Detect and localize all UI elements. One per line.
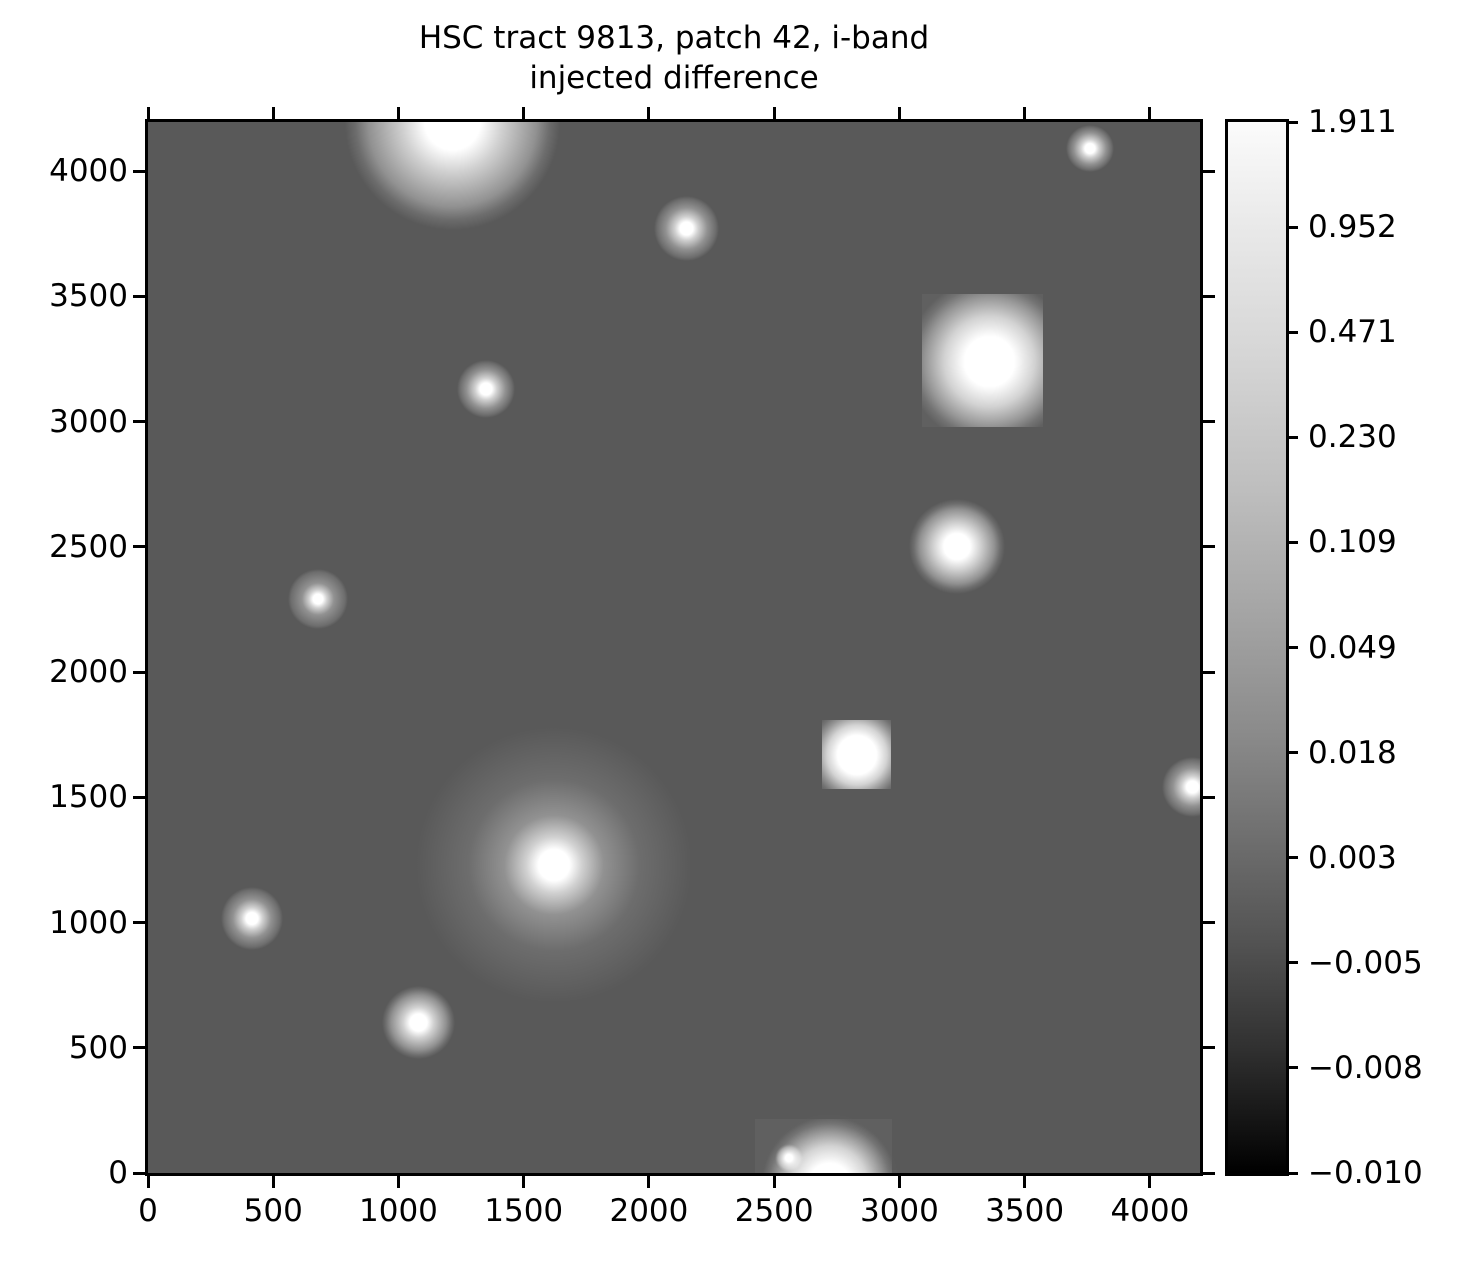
colorbar-tick-label: 0.471 [1308,314,1397,351]
x-tick-label: 0 [138,1193,158,1229]
y-tick-left [133,169,145,173]
y-tick-right [1203,420,1215,424]
x-tick-label: 3000 [859,1193,939,1229]
y-tick-right [1203,921,1215,925]
y-tick-right [1203,169,1215,173]
injection-stamp [921,293,1044,427]
colorbar-tick-label: 0.230 [1308,419,1397,456]
x-tick-top [772,107,776,119]
injected-source [220,887,284,951]
x-tick-top [522,107,526,119]
colorbar-tick [1286,435,1298,439]
y-tick-label: 3000 [49,403,128,440]
x-tick-label: 2000 [609,1193,689,1229]
x-tick-bottom [647,1176,651,1188]
injected-source [382,986,455,1060]
x-tick-label: 4000 [1110,1193,1190,1229]
x-tick-label: 500 [243,1193,303,1229]
x-tick-bottom [1023,1176,1027,1188]
colorbar-tick [1286,646,1298,649]
y-tick-label: 500 [68,1029,128,1066]
injected-source [653,196,720,262]
injected-source [1162,757,1200,818]
colorbar-tick [1286,120,1298,124]
x-tick-label: 3500 [985,1193,1065,1229]
injected-source [1065,124,1114,173]
y-tick-label: 0 [108,1155,128,1191]
y-tick-left [133,420,145,424]
y-tick-left [133,1171,145,1175]
colorbar-tick [1286,856,1298,860]
injected-source [909,499,1005,595]
y-tick-left [133,921,145,925]
colorbar-tick [1286,330,1298,334]
injected-source-halo [751,1106,908,1173]
colorbar-tick-label: 0.049 [1308,629,1397,666]
colorbar-tick [1286,225,1298,229]
x-tick-bottom [146,1176,150,1188]
injected-source [288,569,349,630]
x-tick-top [647,107,651,119]
colorbar-tick [1286,1066,1298,1070]
x-tick-bottom [897,1176,901,1188]
colorbar-tick-label: 0.003 [1308,839,1397,876]
y-tick-label: 2000 [49,654,128,691]
x-tick-top [897,107,901,119]
colorbar-gradient [1228,122,1286,1173]
y-tick-left [133,545,145,549]
colorbar-tick [1286,961,1298,965]
y-tick-left [133,670,145,674]
injected-source [921,293,1044,427]
injected-source [457,360,515,418]
x-tick-bottom [772,1176,776,1188]
colorbar-tick-label: 1.911 [1308,104,1397,140]
x-tick-top [1148,107,1152,119]
colorbar [1225,119,1289,1176]
colorbar-tick-label: 0.109 [1308,524,1397,561]
colorbar-tick-label: −0.005 [1308,944,1423,981]
y-tick-right [1203,545,1215,549]
x-tick-top [271,107,275,119]
x-tick-bottom [522,1176,526,1188]
y-tick-left [133,795,145,799]
colorbar-tick [1286,751,1298,755]
y-tick-right [1203,1171,1215,1175]
x-tick-top [1023,107,1027,119]
x-tick-bottom [1148,1176,1152,1188]
colorbar-tick [1286,1171,1298,1175]
x-tick-bottom [271,1176,275,1188]
injected-source [822,720,892,790]
injected-source [344,122,561,230]
y-tick-right [1203,294,1215,298]
y-tick-right [1203,1046,1215,1050]
y-tick-label: 2500 [49,528,128,565]
colorbar-tick-label: −0.008 [1308,1049,1423,1086]
y-tick-right [1203,795,1215,799]
x-tick-label: 1500 [484,1193,564,1229]
colorbar-tick [1286,540,1298,544]
y-tick-left [133,294,145,298]
x-tick-top [146,107,150,119]
injection-stamp [822,720,892,790]
x-tick-label: 2500 [734,1193,814,1229]
y-tick-label: 4000 [49,153,128,190]
plot-title: HSC tract 9813, patch 42, i-band injecte… [418,20,930,96]
colorbar-tick-label: −0.010 [1308,1155,1423,1191]
colorbar-tick-label: 0.018 [1308,734,1397,771]
image-plot-area [148,122,1200,1173]
y-tick-label: 1000 [49,904,128,941]
y-tick-label: 1500 [49,779,128,816]
colorbar-tick-label: 0.952 [1308,209,1397,246]
injected-source [775,1144,803,1172]
plot-frame [145,119,1203,1176]
x-tick-bottom [396,1176,400,1188]
x-tick-top [396,107,400,119]
x-tick-label: 1000 [359,1193,438,1229]
y-tick-label: 3500 [49,278,128,315]
y-tick-left [133,1046,145,1050]
injected-source [416,727,692,1003]
y-tick-right [1203,670,1215,674]
